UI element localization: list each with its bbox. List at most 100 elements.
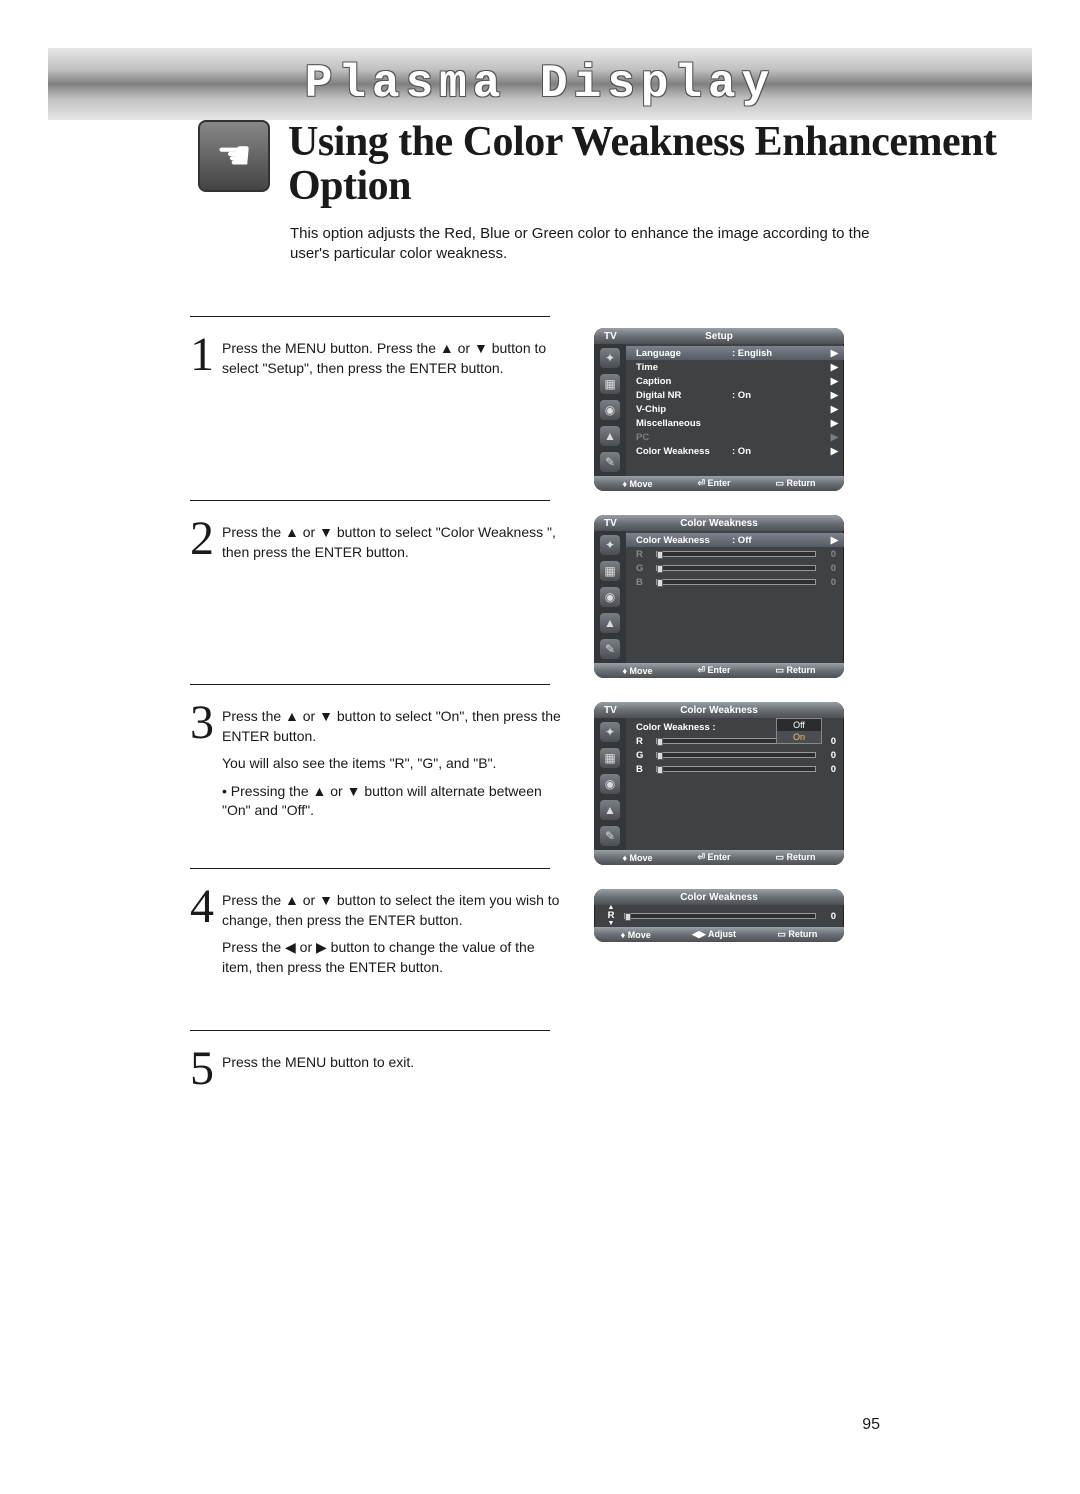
osd-menu-row: Miscellaneous▶ bbox=[626, 416, 844, 430]
osd-title-bar: TVColor Weakness bbox=[594, 515, 844, 531]
hand-icon: ☚ bbox=[216, 136, 252, 176]
osd-screenshots: TVSetup✦▦◉▲✎Language: English▶Time▶Capti… bbox=[594, 328, 844, 942]
osd-screenshot-1: TVSetup✦▦◉▲✎Language: English▶Time▶Capti… bbox=[594, 328, 844, 491]
osd-title-left: TV bbox=[604, 331, 617, 342]
slider-value: 0 bbox=[822, 563, 836, 574]
osd-footer-item: ▭ Return bbox=[776, 852, 816, 863]
osd-title-text: Setup bbox=[705, 331, 733, 342]
page-number: 95 bbox=[862, 1416, 880, 1434]
osd-menu: Color Weakness :R0G0B0OffOn bbox=[626, 718, 844, 850]
brand-text: Plasma Display bbox=[305, 58, 775, 110]
osd-footer-item: ⏎ Enter bbox=[698, 665, 731, 676]
slider-label: B bbox=[636, 577, 650, 588]
osd-row-value: : On bbox=[732, 390, 828, 401]
sidebar-icon: ▦ bbox=[600, 561, 620, 581]
chevron-right-icon: ▶ bbox=[828, 362, 838, 373]
step-number: 4 bbox=[190, 887, 218, 928]
chevron-right-icon: ▶ bbox=[828, 348, 838, 359]
slider-row: R0 bbox=[626, 547, 844, 561]
slider-value: 0 bbox=[822, 549, 836, 560]
osd-row-label: Color Weakness bbox=[636, 446, 732, 457]
sidebar-icon: ✦ bbox=[600, 722, 620, 742]
osd-row-label: Language bbox=[636, 348, 732, 359]
slider-value: 0 bbox=[822, 911, 836, 922]
slider-thumb bbox=[625, 913, 631, 921]
osd-footer-item: ♦ Move bbox=[622, 853, 652, 863]
osd-row-label: Color Weakness : bbox=[636, 722, 756, 733]
slider-track bbox=[624, 913, 816, 919]
slider-thumb bbox=[657, 752, 663, 760]
osd-title-left: TV bbox=[604, 705, 617, 716]
osd-footer: ♦ Move◀▶ Adjust▭ Return bbox=[594, 927, 844, 942]
dropdown-option: Off bbox=[777, 719, 821, 731]
sidebar-icon: ▲ bbox=[600, 613, 620, 633]
slider-label: R bbox=[636, 549, 650, 560]
slider-row: ▲R▼0 bbox=[594, 909, 844, 923]
sidebar-icon: ▲ bbox=[600, 800, 620, 820]
chevron-right-icon: ▶ bbox=[828, 404, 838, 415]
sidebar-icon: ✦ bbox=[600, 348, 620, 368]
slider-track bbox=[656, 752, 816, 758]
osd-footer-item: ▭ Return bbox=[776, 665, 816, 676]
osd-footer-item: ⏎ Enter bbox=[698, 852, 731, 863]
sidebar-icon: ▦ bbox=[600, 374, 620, 394]
sidebar-icon: ✎ bbox=[600, 639, 620, 659]
osd-footer-item: ♦ Move bbox=[622, 479, 652, 489]
slider-row: G0 bbox=[626, 561, 844, 575]
slider-track bbox=[656, 579, 816, 585]
osd-menu-row: Caption▶ bbox=[626, 374, 844, 388]
slider-row: G0 bbox=[626, 748, 844, 762]
slider-value: 0 bbox=[822, 736, 836, 747]
slider-value: 0 bbox=[822, 577, 836, 588]
osd-title-text: Color Weakness bbox=[680, 518, 758, 529]
step-number: 5 bbox=[190, 1049, 218, 1090]
osd-title-bar: TV Color Weakness bbox=[594, 702, 844, 718]
osd-row-label: Color Weakness bbox=[636, 535, 732, 546]
osd-menu-row: Digital NR: On▶ bbox=[626, 388, 844, 402]
osd-menu-row: Time▶ bbox=[626, 360, 844, 374]
osd-title-bar: Color Weakness bbox=[594, 889, 844, 905]
slider-label-arrows: ▲R▼ bbox=[604, 905, 618, 927]
osd-footer: ♦ Move ⏎ Enter ▭ Return bbox=[594, 663, 844, 678]
osd-title-text: Color Weakness bbox=[680, 705, 758, 716]
slider-row: B0 bbox=[626, 762, 844, 776]
page-description: This option adjusts the Red, Blue or Gre… bbox=[290, 224, 880, 265]
osd-menu-row: Language: English▶ bbox=[626, 346, 844, 360]
step-number: 2 bbox=[190, 519, 218, 560]
sidebar-icon: ✎ bbox=[600, 452, 620, 472]
sidebar-icon: ▦ bbox=[600, 748, 620, 768]
osd-footer-item: ▭ Return bbox=[776, 478, 816, 489]
sidebar-icon: ✎ bbox=[600, 826, 620, 846]
step-text: Press the ▲ or ▼ button to select "Color… bbox=[222, 519, 562, 570]
chevron-right-icon: ▶ bbox=[828, 432, 838, 443]
osd-menu-row: Color Weakness: On▶ bbox=[626, 444, 844, 458]
dropdown-option: On bbox=[777, 731, 821, 743]
sidebar-icon: ◉ bbox=[600, 400, 620, 420]
osd-title-text: Color Weakness bbox=[680, 892, 758, 903]
slider-thumb bbox=[657, 738, 663, 746]
header-banner: Plasma Display bbox=[48, 48, 1032, 120]
osd-screenshot-3: TVColor Weakness✦▦◉▲✎Color Weakness :R0G… bbox=[594, 702, 844, 865]
osd-row-label: V-Chip bbox=[636, 404, 732, 415]
slider-thumb bbox=[657, 551, 663, 559]
sidebar-icon: ▲ bbox=[600, 426, 620, 446]
osd-footer: ♦ Move ⏎ Enter ▭ Return bbox=[594, 850, 844, 865]
osd-sidebar: ✦ ▦ ◉ ▲ ✎ bbox=[594, 344, 626, 476]
slider-track bbox=[656, 766, 816, 772]
slider-row: B0 bbox=[626, 575, 844, 589]
osd-menu: Language: English▶Time▶Caption▶Digital N… bbox=[626, 344, 844, 476]
osd-footer-item: ♦ Move bbox=[622, 666, 652, 676]
page-icon: ☚ bbox=[198, 120, 270, 192]
step-text: Press the ▲ or ▼ button to select the it… bbox=[222, 887, 562, 985]
osd-row-value: : English bbox=[732, 348, 828, 359]
osd-menu: Color Weakness: Off▶R0G0B0 bbox=[626, 531, 844, 663]
osd-footer-item: ⏎ Enter bbox=[698, 478, 731, 489]
osd-menu: ▲R▼ 0 bbox=[594, 905, 844, 927]
slider-label: G bbox=[636, 563, 650, 574]
sidebar-icon: ◉ bbox=[600, 587, 620, 607]
osd-sidebar: ✦▦◉▲✎ bbox=[594, 531, 626, 663]
slider-label: G bbox=[636, 750, 650, 761]
arrow-down-icon: ▼ bbox=[608, 921, 615, 927]
slider-track bbox=[656, 565, 816, 571]
osd-sidebar: ✦▦◉▲✎ bbox=[594, 718, 626, 850]
